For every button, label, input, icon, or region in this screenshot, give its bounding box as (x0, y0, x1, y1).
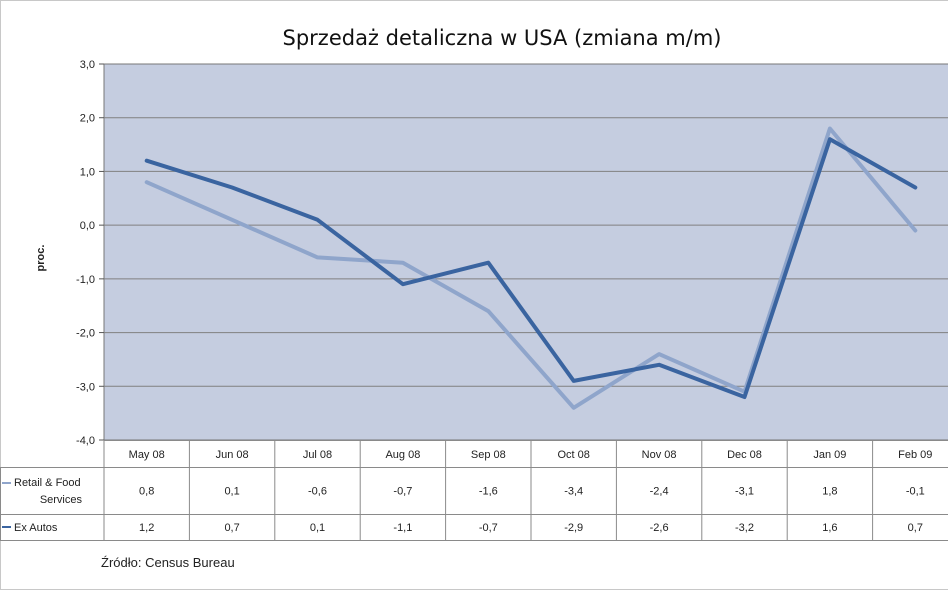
x-category-label: Oct 08 (557, 449, 589, 461)
x-category-label: Nov 08 (642, 449, 677, 461)
x-category-label: Jun 08 (216, 449, 249, 461)
chart-title: Sprzedaż detaliczna w USA (zmiana m/m) (283, 26, 722, 50)
y-axis-label: proc. (35, 245, 47, 272)
table-cell: -3,2 (735, 522, 754, 534)
table-cell: -2,4 (650, 486, 669, 498)
y-tick-label: -1,0 (76, 274, 95, 286)
table-cell: -0,6 (308, 486, 327, 498)
table-cell: -2,9 (564, 522, 583, 534)
table-cell: -0,1 (906, 486, 925, 498)
y-tick-label: 3,0 (80, 59, 95, 71)
x-category-label: Aug 08 (385, 449, 420, 461)
y-tick-label: 0,0 (80, 220, 95, 232)
series-line-retail-food-services (144, 126, 918, 410)
legend-label: Retail & Food (14, 477, 81, 489)
table-cell: -2,6 (650, 522, 669, 534)
y-tick-label: 1,0 (80, 166, 95, 178)
table-cell: -1,6 (479, 486, 498, 498)
legend-label: Services (40, 494, 83, 506)
table-cell: -3,1 (735, 486, 754, 498)
table-cell: 1,6 (822, 522, 837, 534)
table-cell: 1,2 (139, 522, 154, 534)
table-cell: 0,8 (139, 486, 154, 498)
table-cell: 0,7 (908, 522, 923, 534)
table-cell: 0,1 (310, 522, 325, 534)
x-category-label: Jan 09 (813, 449, 846, 461)
plot-area (103, 63, 948, 441)
table-cell: -0,7 (479, 522, 498, 534)
table-cell: 0,1 (224, 486, 239, 498)
source-note: Źródło: Census Bureau (101, 555, 235, 570)
x-category-label: May 08 (129, 449, 165, 461)
x-category-label: Feb 09 (898, 449, 932, 461)
y-tick-label: -4,0 (76, 435, 95, 447)
y-tick-label: -2,0 (76, 328, 95, 340)
table-cell: 1,8 (822, 486, 837, 498)
x-category-label: Sep 08 (471, 449, 506, 461)
y-tick-label: 2,0 (80, 113, 95, 125)
legend-label: Ex Autos (14, 522, 58, 534)
table-cell: -1,1 (393, 522, 412, 534)
y-tick-label: -3,0 (76, 381, 95, 393)
table-cell: -0,7 (393, 486, 412, 498)
x-category-label: Dec 08 (727, 449, 762, 461)
series-line-ex-autos (144, 137, 918, 399)
table-cell: -3,4 (564, 486, 583, 498)
table-cell: 0,7 (224, 522, 239, 534)
x-category-label: Jul 08 (303, 449, 332, 461)
